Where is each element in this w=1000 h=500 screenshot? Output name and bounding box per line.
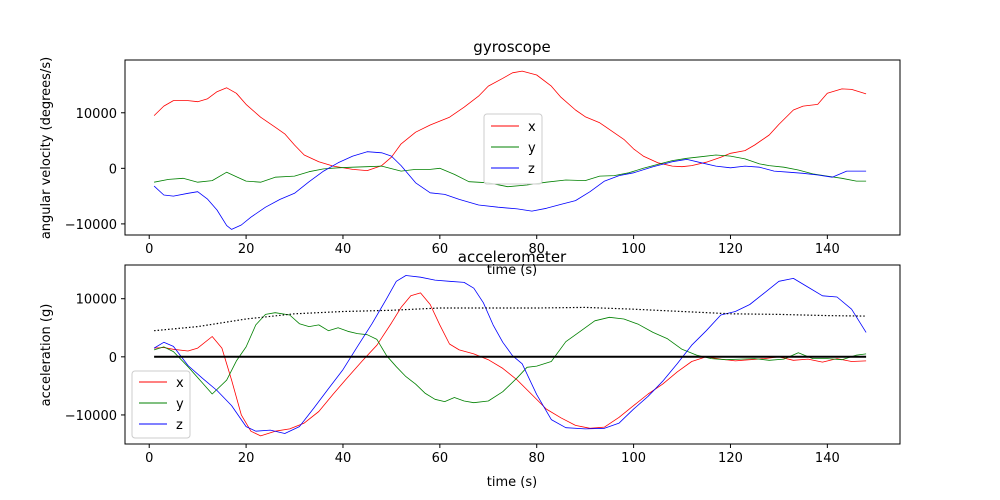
gyroscope-y-tick-label: −10000 bbox=[65, 218, 117, 233]
gyroscope-series-group bbox=[153, 70, 867, 230]
gyroscope-y-tick-label: 0 bbox=[109, 162, 117, 177]
gyroscope-legend-label-z: z bbox=[528, 162, 535, 177]
accelerometer-legend-label-y: y bbox=[176, 397, 184, 412]
accelerometer-legend-box bbox=[131, 370, 191, 439]
gyroscope-series-z bbox=[153, 151, 867, 230]
accelerometer-title: accelerometer bbox=[458, 248, 567, 266]
accelerometer-series-group bbox=[153, 275, 867, 437]
accelerometer-series-x bbox=[154, 292, 867, 437]
accelerometer-legend-label-x: x bbox=[176, 376, 184, 391]
gyroscope-series-x bbox=[153, 70, 867, 172]
gyroscope-y-ticks: −10000 0 10000 bbox=[65, 107, 125, 233]
gyroscope-legend: x y z bbox=[483, 113, 543, 185]
gyroscope-x-tick-label: 140 bbox=[815, 242, 840, 257]
accelerometer-y-axis-label: acceleration (g) bbox=[39, 304, 54, 407]
accelerometer-y-tick-label: −10000 bbox=[65, 409, 117, 424]
gyroscope-legend-label-y: y bbox=[528, 141, 536, 156]
gyroscope-legend-label-x: x bbox=[528, 120, 536, 135]
accelerometer-y-tick-label: 10000 bbox=[76, 293, 117, 308]
gyroscope-x-ticks: 0 20 40 60 80 100 120 140 bbox=[145, 235, 840, 257]
accelerometer-x-tick-label: 120 bbox=[718, 451, 743, 466]
accelerometer-x-tick-label: 140 bbox=[815, 451, 840, 466]
accelerometer-x-tick-label: 100 bbox=[621, 451, 646, 466]
gyroscope-series-y bbox=[154, 154, 867, 188]
gyroscope-panel: gyroscope 0 20 40 60 80 100 120 140 −10000 0 1000… bbox=[39, 38, 901, 278]
gyroscope-x-axis-label: time (s) bbox=[487, 263, 537, 278]
accelerometer-series-z bbox=[153, 275, 867, 434]
gyroscope-x-tick-label: 0 bbox=[145, 242, 153, 257]
accelerometer-y-ticks: −10000 0 10000 bbox=[65, 293, 125, 424]
gyroscope-title: gyroscope bbox=[473, 38, 550, 56]
gyroscope-y-axis-label: angular velocity (degrees/s) bbox=[39, 57, 54, 239]
accelerometer-x-tick-label: 20 bbox=[238, 451, 255, 466]
accelerometer-panel: 0 20 40 60 80 100 120 140 −10000 0 10000 accelero… bbox=[39, 248, 901, 490]
accelerometer-x-tick-label: 80 bbox=[528, 451, 545, 466]
accelerometer-x-tick-label: 0 bbox=[145, 451, 153, 466]
gyroscope-x-tick-label: 40 bbox=[335, 242, 352, 257]
gyroscope-x-tick-label: 80 bbox=[528, 242, 545, 257]
gyroscope-x-tick-label: 100 bbox=[621, 242, 646, 257]
gyroscope-x-tick-label: 120 bbox=[718, 242, 743, 257]
gyroscope-legend-box bbox=[483, 113, 543, 185]
gyroscope-x-tick-label: 60 bbox=[432, 242, 449, 257]
accelerometer-y-tick-label: 0 bbox=[109, 351, 117, 366]
accelerometer-series-y bbox=[153, 312, 867, 404]
accelerometer-plot-frame bbox=[124, 264, 901, 445]
accelerometer-x-tick-label: 40 bbox=[335, 451, 352, 466]
accelerometer-x-tick-label: 60 bbox=[432, 451, 449, 466]
accelerometer-legend: x y z bbox=[131, 370, 191, 439]
accelerometer-x-axis-label: time (s) bbox=[487, 475, 537, 490]
accelerometer-x-ticks: 0 20 40 60 80 100 120 140 bbox=[145, 444, 840, 466]
gyroscope-x-tick-label: 20 bbox=[238, 242, 255, 257]
gyroscope-y-tick-label: 10000 bbox=[76, 107, 117, 122]
gyroscope-plot-frame bbox=[124, 59, 901, 236]
accelerometer-legend-label-z: z bbox=[176, 418, 183, 433]
